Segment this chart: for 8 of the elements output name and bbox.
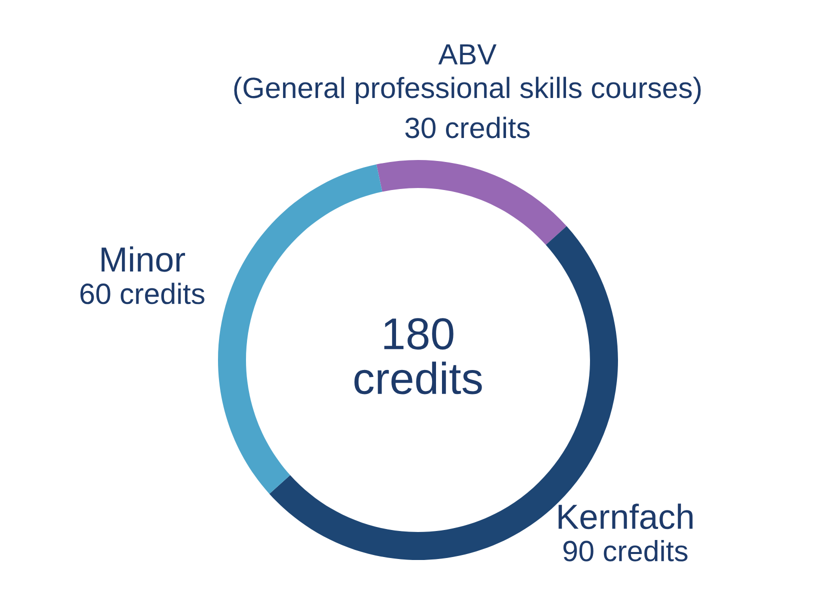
data-label: 60 credits <box>80 282 204 304</box>
data-label: 90 credits <box>563 540 688 562</box>
slice-label: Minor <box>102 246 186 272</box>
data-label: 30 credits <box>405 116 530 138</box>
donut-slice <box>376 160 567 245</box>
text: 180 credits <box>354 318 482 394</box>
slice-label: ABV (General professional skills courses) <box>234 44 701 104</box>
slice-label: Kernfach <box>558 504 693 530</box>
